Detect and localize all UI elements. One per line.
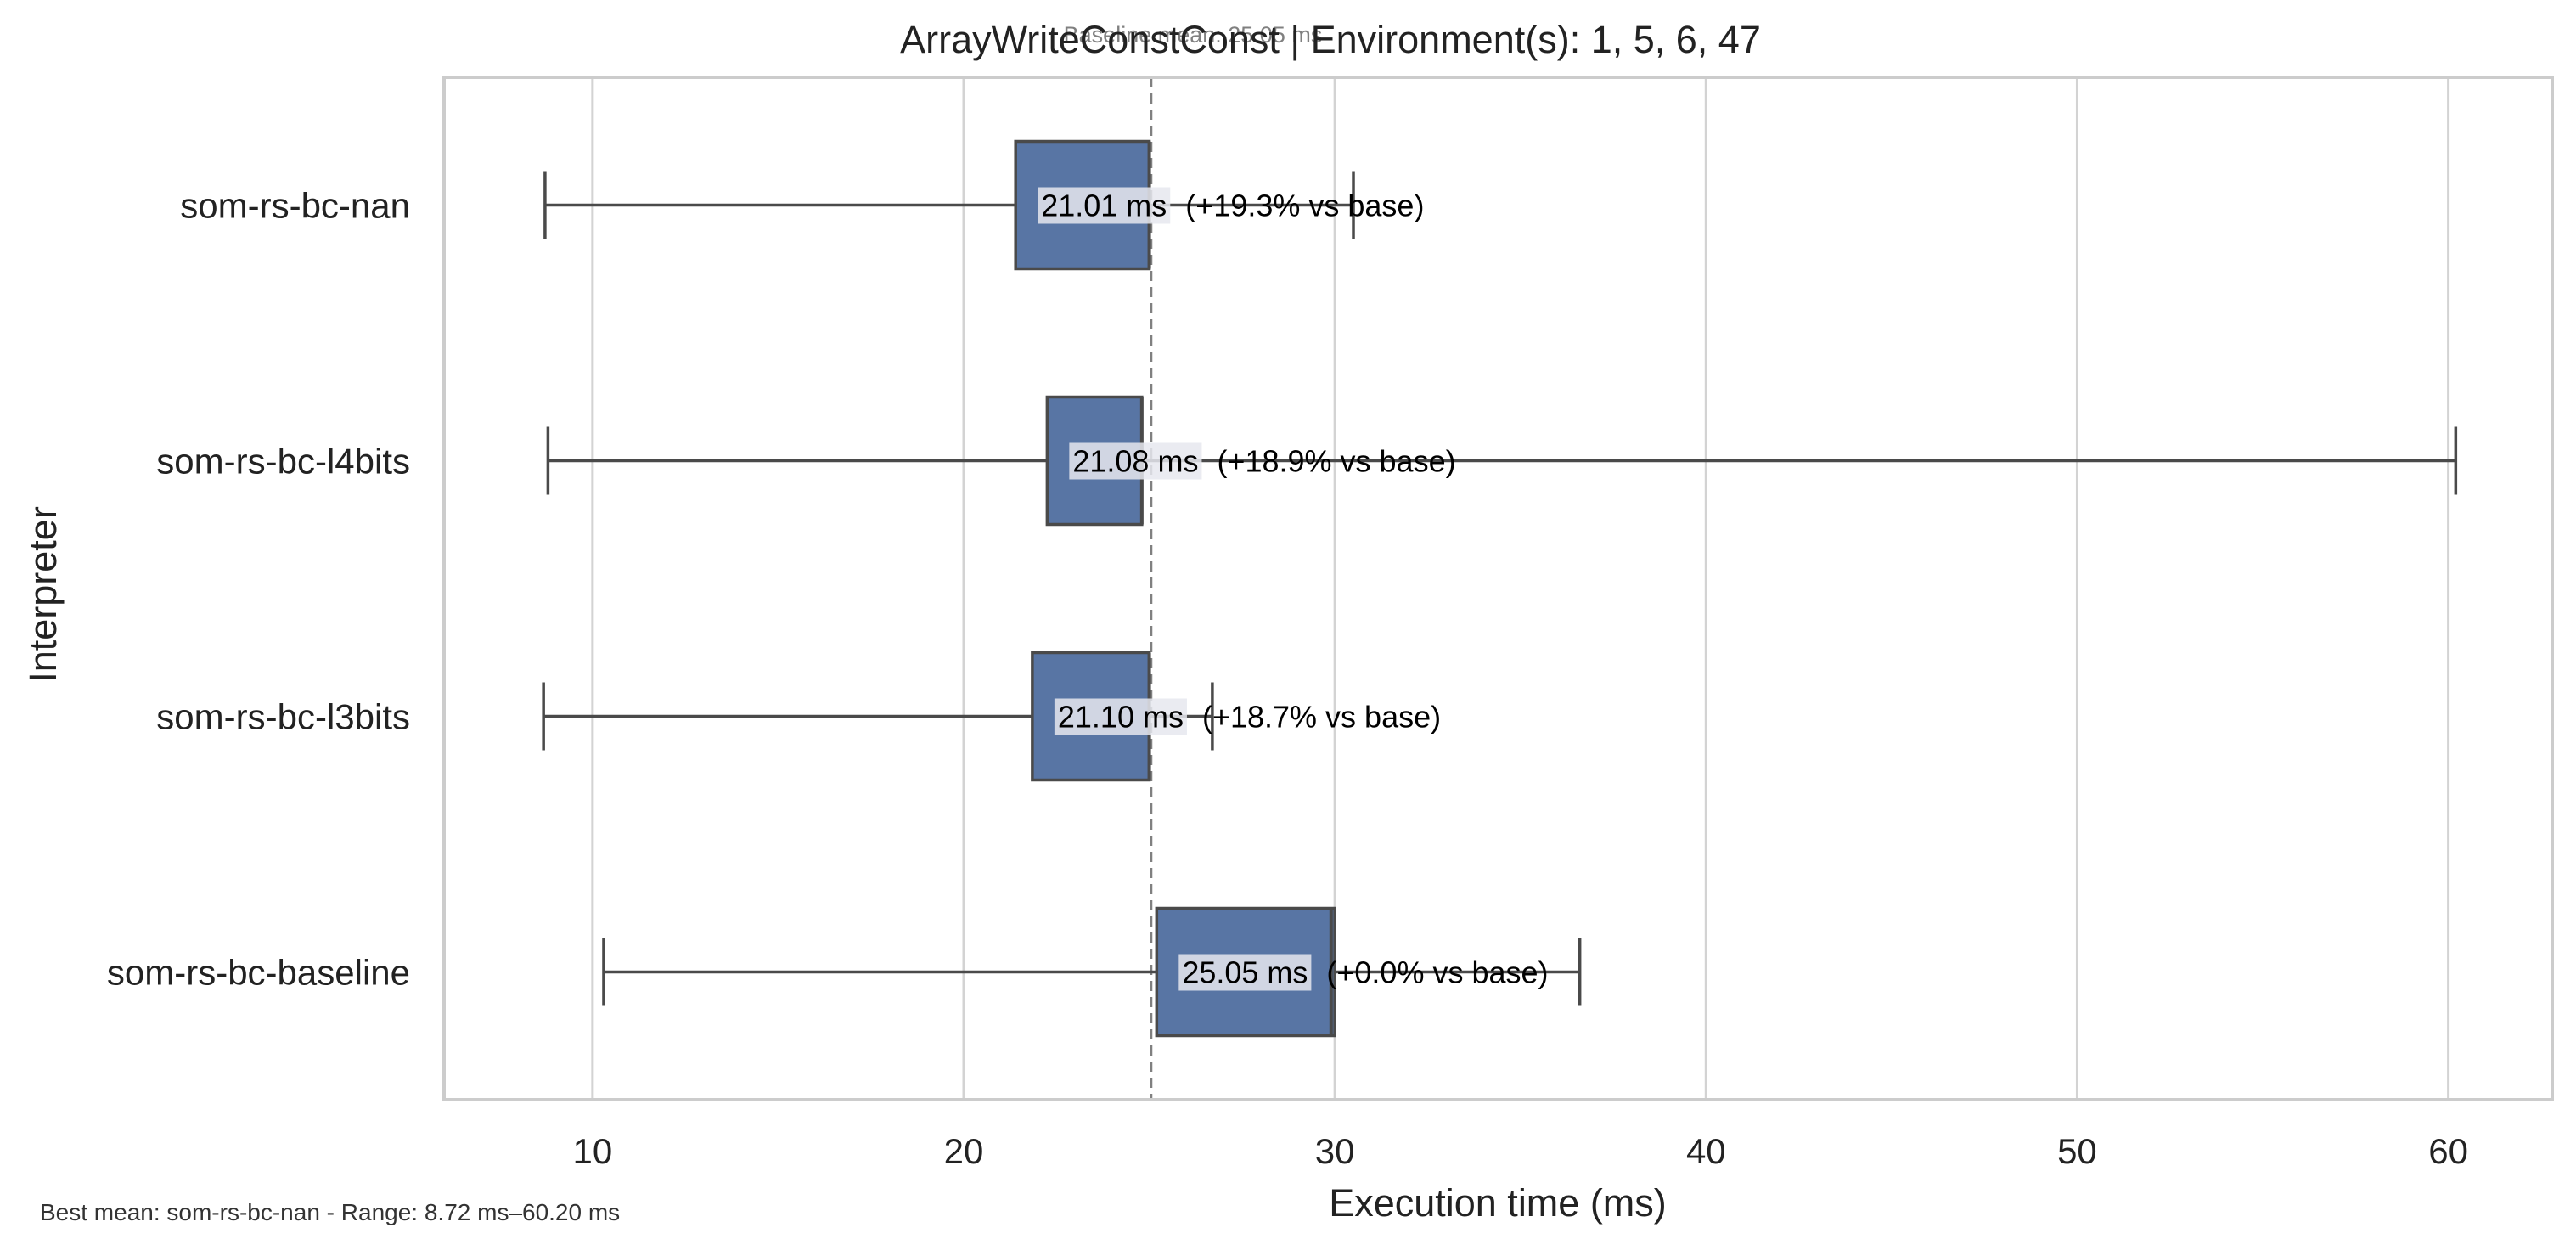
- x-tick-label: 50: [2057, 1131, 2097, 1171]
- mean-label-group: 21.10 ms (+18.7% vs base): [1054, 698, 1441, 735]
- delta-label: (+19.3% vs base): [1185, 189, 1424, 223]
- mean-label: 21.08 ms: [1072, 444, 1198, 479]
- x-tick-label: 20: [944, 1131, 984, 1171]
- mean-label-background: [1054, 698, 1187, 735]
- mean-label-background: [1178, 954, 1312, 991]
- mean-label-background: [1069, 442, 1202, 480]
- delta-label: (+18.7% vs base): [1202, 700, 1441, 735]
- mean-label-group: 21.08 ms (+18.9% vs base): [1069, 442, 1456, 480]
- y-tick-label: som-rs-bc-baseline: [107, 953, 410, 993]
- mean-label: 21.01 ms: [1041, 189, 1167, 223]
- mean-label-group: 21.01 ms (+19.3% vs base): [1038, 187, 1424, 224]
- mean-label: 21.10 ms: [1058, 700, 1184, 735]
- box-series: [542, 139, 2458, 1038]
- chart-subtitle: Baseline mean: 25.05 ms: [1064, 22, 1323, 48]
- grid-lines: [591, 77, 2450, 1100]
- y-tick-labels: som-rs-bc-nan som-rs-bc-l4bits som-rs-bc-l…: [107, 186, 410, 993]
- mean-label: 25.05 ms: [1182, 955, 1308, 990]
- mean-label-background: [1038, 187, 1171, 224]
- footer-note: Best mean: som-rs-bc-nan - Range: 8.72 m…: [40, 1199, 620, 1225]
- y-tick-label: som-rs-bc-l3bits: [156, 697, 410, 737]
- x-axis-label: Execution time (ms): [1329, 1181, 1667, 1225]
- data-labels: 21.01 ms (+19.3% vs base) 21.08 ms (+18.9% …: [1038, 187, 1549, 991]
- box-group-som-rs-bc-l4bits: [546, 395, 2458, 527]
- delta-label: (+0.0% vs base): [1326, 955, 1548, 990]
- x-tick-label: 30: [1315, 1131, 1355, 1171]
- y-axis-label: Interpreter: [21, 506, 65, 683]
- y-tick-label: som-rs-bc-nan: [180, 186, 410, 226]
- x-tick-label: 40: [1686, 1131, 1726, 1171]
- y-tick-label: som-rs-bc-l4bits: [156, 442, 410, 482]
- plot-frame: [442, 76, 2554, 1101]
- mean-label-group: 25.05 ms (+0.0% vs base): [1178, 954, 1549, 991]
- delta-label: (+18.9% vs base): [1217, 444, 1455, 479]
- x-tick-label: 60: [2428, 1131, 2468, 1171]
- chart-title: ArrayWriteConstConst | Environment(s): 1…: [900, 18, 1761, 61]
- x-tick-label: 10: [572, 1131, 612, 1171]
- x-tick-labels: 10 20 30 40 50 60: [572, 1131, 2467, 1171]
